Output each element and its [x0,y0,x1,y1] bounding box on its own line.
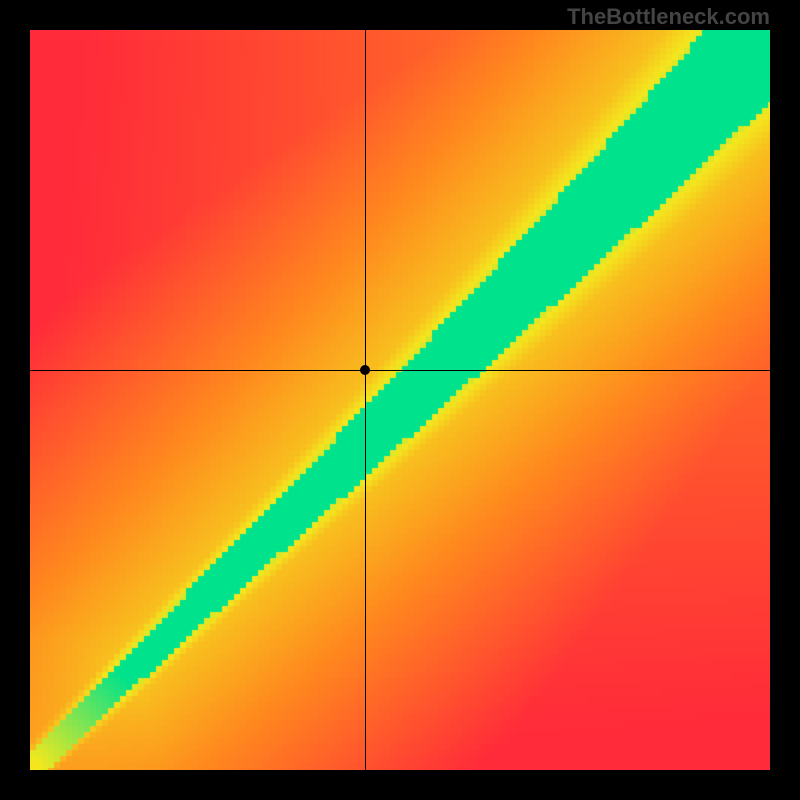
heatmap-canvas [30,30,770,770]
crosshair-horizontal [30,370,770,371]
marker-point [360,365,370,375]
watermark-text: TheBottleneck.com [567,4,770,30]
plot-area [30,30,770,770]
crosshair-vertical [365,30,366,770]
chart-frame: TheBottleneck.com [0,0,800,800]
